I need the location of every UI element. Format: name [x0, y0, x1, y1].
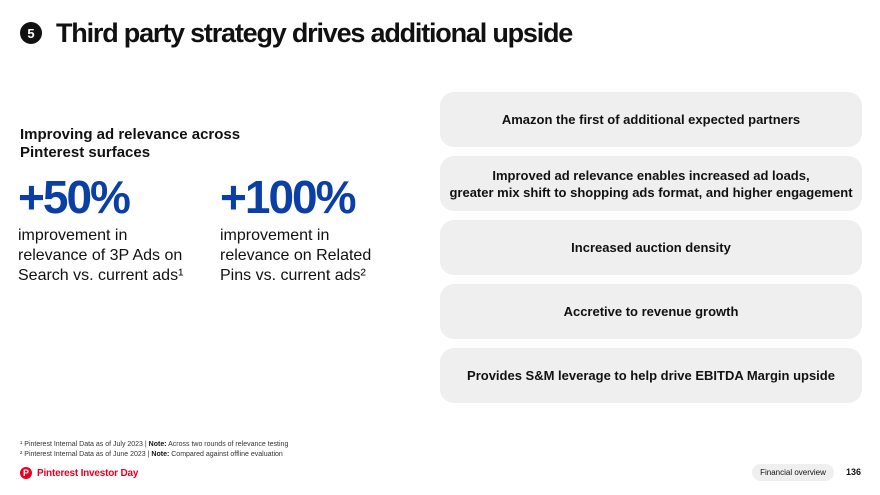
footnote-2: ² Pinterest Internal Data as of June 202… — [20, 450, 288, 460]
stat-search-ads: +50% improvement in relevance of 3P Ads … — [18, 170, 208, 286]
page-title: Third party strategy drives additional u… — [56, 18, 573, 48]
card-text: Improved ad relevance enables increased … — [492, 167, 810, 183]
stat-description-line: relevance on Related — [220, 247, 372, 264]
card-text: Amazon the first of additional expected … — [501, 112, 801, 127]
stat-description: improvement in relevance on Related Pins… — [220, 226, 410, 286]
card-text: greater mix shift to shopping ads format… — [449, 184, 853, 200]
footnote-note-label: Note: — [148, 441, 167, 448]
upside-card-ad-relevance: Improved ad relevance enables increased … — [440, 156, 862, 211]
stat-value: +50% — [18, 171, 131, 223]
footnotes: ¹ Pinterest Internal Data as of July 202… — [20, 440, 288, 460]
section-number-badge: 5 — [20, 22, 42, 44]
upside-card-revenue-growth: Accretive to revenue growth — [440, 284, 862, 339]
relevance-heading: Improving ad relevance across Pinterest … — [20, 126, 320, 162]
stat-description-line: Pins vs. current ads² — [220, 267, 366, 284]
upside-card-partners: Amazon the first of additional expected … — [440, 92, 862, 147]
relevance-heading-line: Pinterest surfaces — [20, 144, 151, 161]
card-text: Increased auction density — [571, 240, 731, 255]
footnote-source: ¹ Pinterest Internal Data as of July 202… — [20, 441, 149, 448]
footnote-source: ² Pinterest Internal Data as of June 202… — [20, 451, 152, 458]
stat-description-line: Search vs. current ads¹ — [18, 267, 184, 284]
card-text: Accretive to revenue growth — [563, 304, 739, 319]
card-text: Provides S&M leverage to help drive EBIT… — [467, 368, 835, 383]
stat-description-line: relevance of 3P Ads on — [18, 247, 183, 264]
footnote-1: ¹ Pinterest Internal Data as of July 202… — [20, 440, 288, 450]
footnote-note-label: Note: — [151, 451, 170, 458]
pinterest-logo-icon: P — [20, 467, 32, 479]
stat-description-line: improvement in — [220, 227, 330, 244]
footnote-note: Compared against offline evaluation — [169, 451, 283, 458]
footnote-note: Across two rounds of relevance testing — [166, 441, 289, 448]
relevance-heading-line: Improving ad relevance across — [20, 126, 241, 143]
stat-related-pins: +100% improvement in relevance on Relate… — [220, 170, 410, 286]
brand-lockup: P Pinterest Investor Day — [20, 467, 138, 479]
stat-value: +100% — [220, 171, 357, 223]
section-label: Financial overview — [752, 464, 834, 481]
page-number: 136 — [846, 467, 862, 477]
stat-description-line: improvement in — [18, 227, 128, 244]
stat-description: improvement in relevance of 3P Ads on Se… — [18, 226, 208, 286]
brand-text: Pinterest Investor Day — [37, 467, 139, 479]
upside-card-ebitda: Provides S&M leverage to help drive EBIT… — [440, 348, 862, 403]
upside-card-auction-density: Increased auction density — [440, 220, 862, 275]
